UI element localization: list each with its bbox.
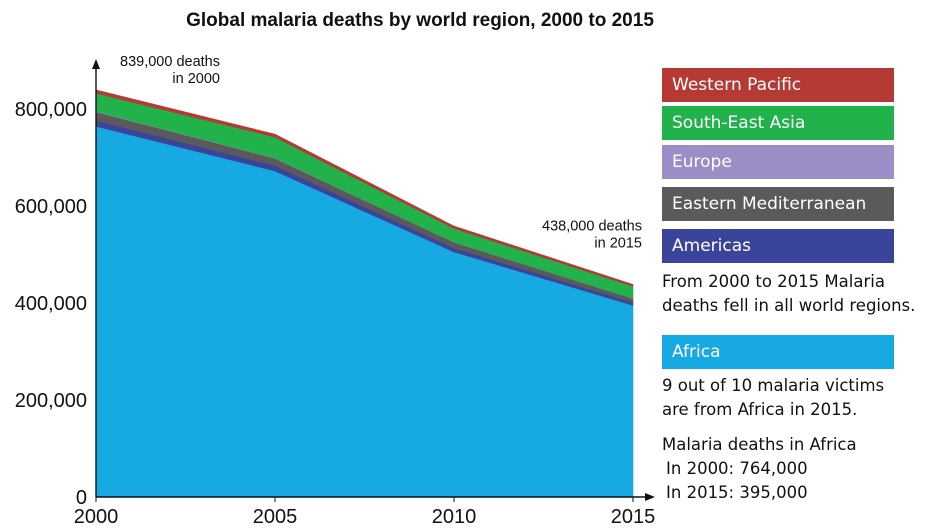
legend-label-south-east-asia: South-East Asia bbox=[672, 113, 806, 133]
x-axis-arrow bbox=[645, 493, 655, 501]
regions-note: From 2000 to 2015 Malaria deaths fell in… bbox=[662, 270, 915, 318]
legend-americas: Americas bbox=[662, 229, 894, 263]
africa-deaths-2015: In 2015: 395,000 bbox=[666, 483, 808, 502]
africa-share-line-1: 9 out of 10 malaria victims bbox=[662, 376, 885, 395]
annotation-end-total: 438,000 deaths in 2015 bbox=[542, 218, 642, 251]
y-tick-label: 400,000 bbox=[15, 293, 87, 315]
legend-label-eastern-mediterranean: Eastern Mediterranean bbox=[672, 194, 867, 214]
africa-deaths-2000: In 2000: 764,000 bbox=[666, 459, 808, 478]
y-tick-label: 800,000 bbox=[15, 99, 87, 121]
legend-africa: Africa bbox=[662, 335, 894, 369]
axes: 0 200,000 400,000 600,000 800,000 2000 2005 201… bbox=[15, 59, 656, 528]
chart-annotations: 839,000 deaths in 2000 438,000 deaths in 20… bbox=[120, 54, 642, 252]
chart-title: Global malaria deaths by world region, 2… bbox=[186, 10, 654, 31]
legend-label-africa: Africa bbox=[672, 342, 721, 362]
legend-south-east-asia: South-East Asia bbox=[662, 106, 894, 140]
africa-deaths-heading: Malaria deaths in Africa bbox=[662, 435, 857, 454]
africa-share-line-2: are from Africa in 2015. bbox=[662, 400, 858, 419]
legend-western-pacific: Western Pacific bbox=[662, 68, 894, 102]
x-tick-label: 2005 bbox=[253, 506, 298, 528]
legend-label-americas: Americas bbox=[672, 236, 751, 256]
area-western-pacific bbox=[95, 89, 634, 287]
annotation-start-total: 839,000 deaths in 2000 bbox=[120, 54, 220, 87]
x-tick-label: 2000 bbox=[74, 506, 119, 528]
legend-label-western-pacific: Western Pacific bbox=[672, 75, 802, 95]
y-axis-arrow bbox=[92, 59, 100, 69]
regions-note-line-1: From 2000 to 2015 Malaria bbox=[662, 272, 885, 291]
legend-eastern-mediterranean: Eastern Mediterranean bbox=[662, 187, 894, 221]
y-tick-label: 0 bbox=[76, 487, 87, 509]
x-tick-label: 2015 bbox=[611, 506, 656, 528]
area-layers bbox=[95, 89, 634, 498]
x-tick-label: 2010 bbox=[432, 506, 477, 528]
legend-europe: Europe bbox=[662, 145, 894, 179]
legend-label-europe: Europe bbox=[672, 152, 732, 172]
y-tick-label: 600,000 bbox=[15, 196, 87, 218]
africa-deaths-note: Malaria deaths in Africa In 2000: 764,00… bbox=[662, 433, 857, 505]
africa-share-note: 9 out of 10 malaria victims are from Afr… bbox=[662, 374, 884, 422]
y-tick-label: 200,000 bbox=[15, 390, 87, 412]
regions-note-line-2: deaths fell in all world regions. bbox=[662, 296, 916, 315]
